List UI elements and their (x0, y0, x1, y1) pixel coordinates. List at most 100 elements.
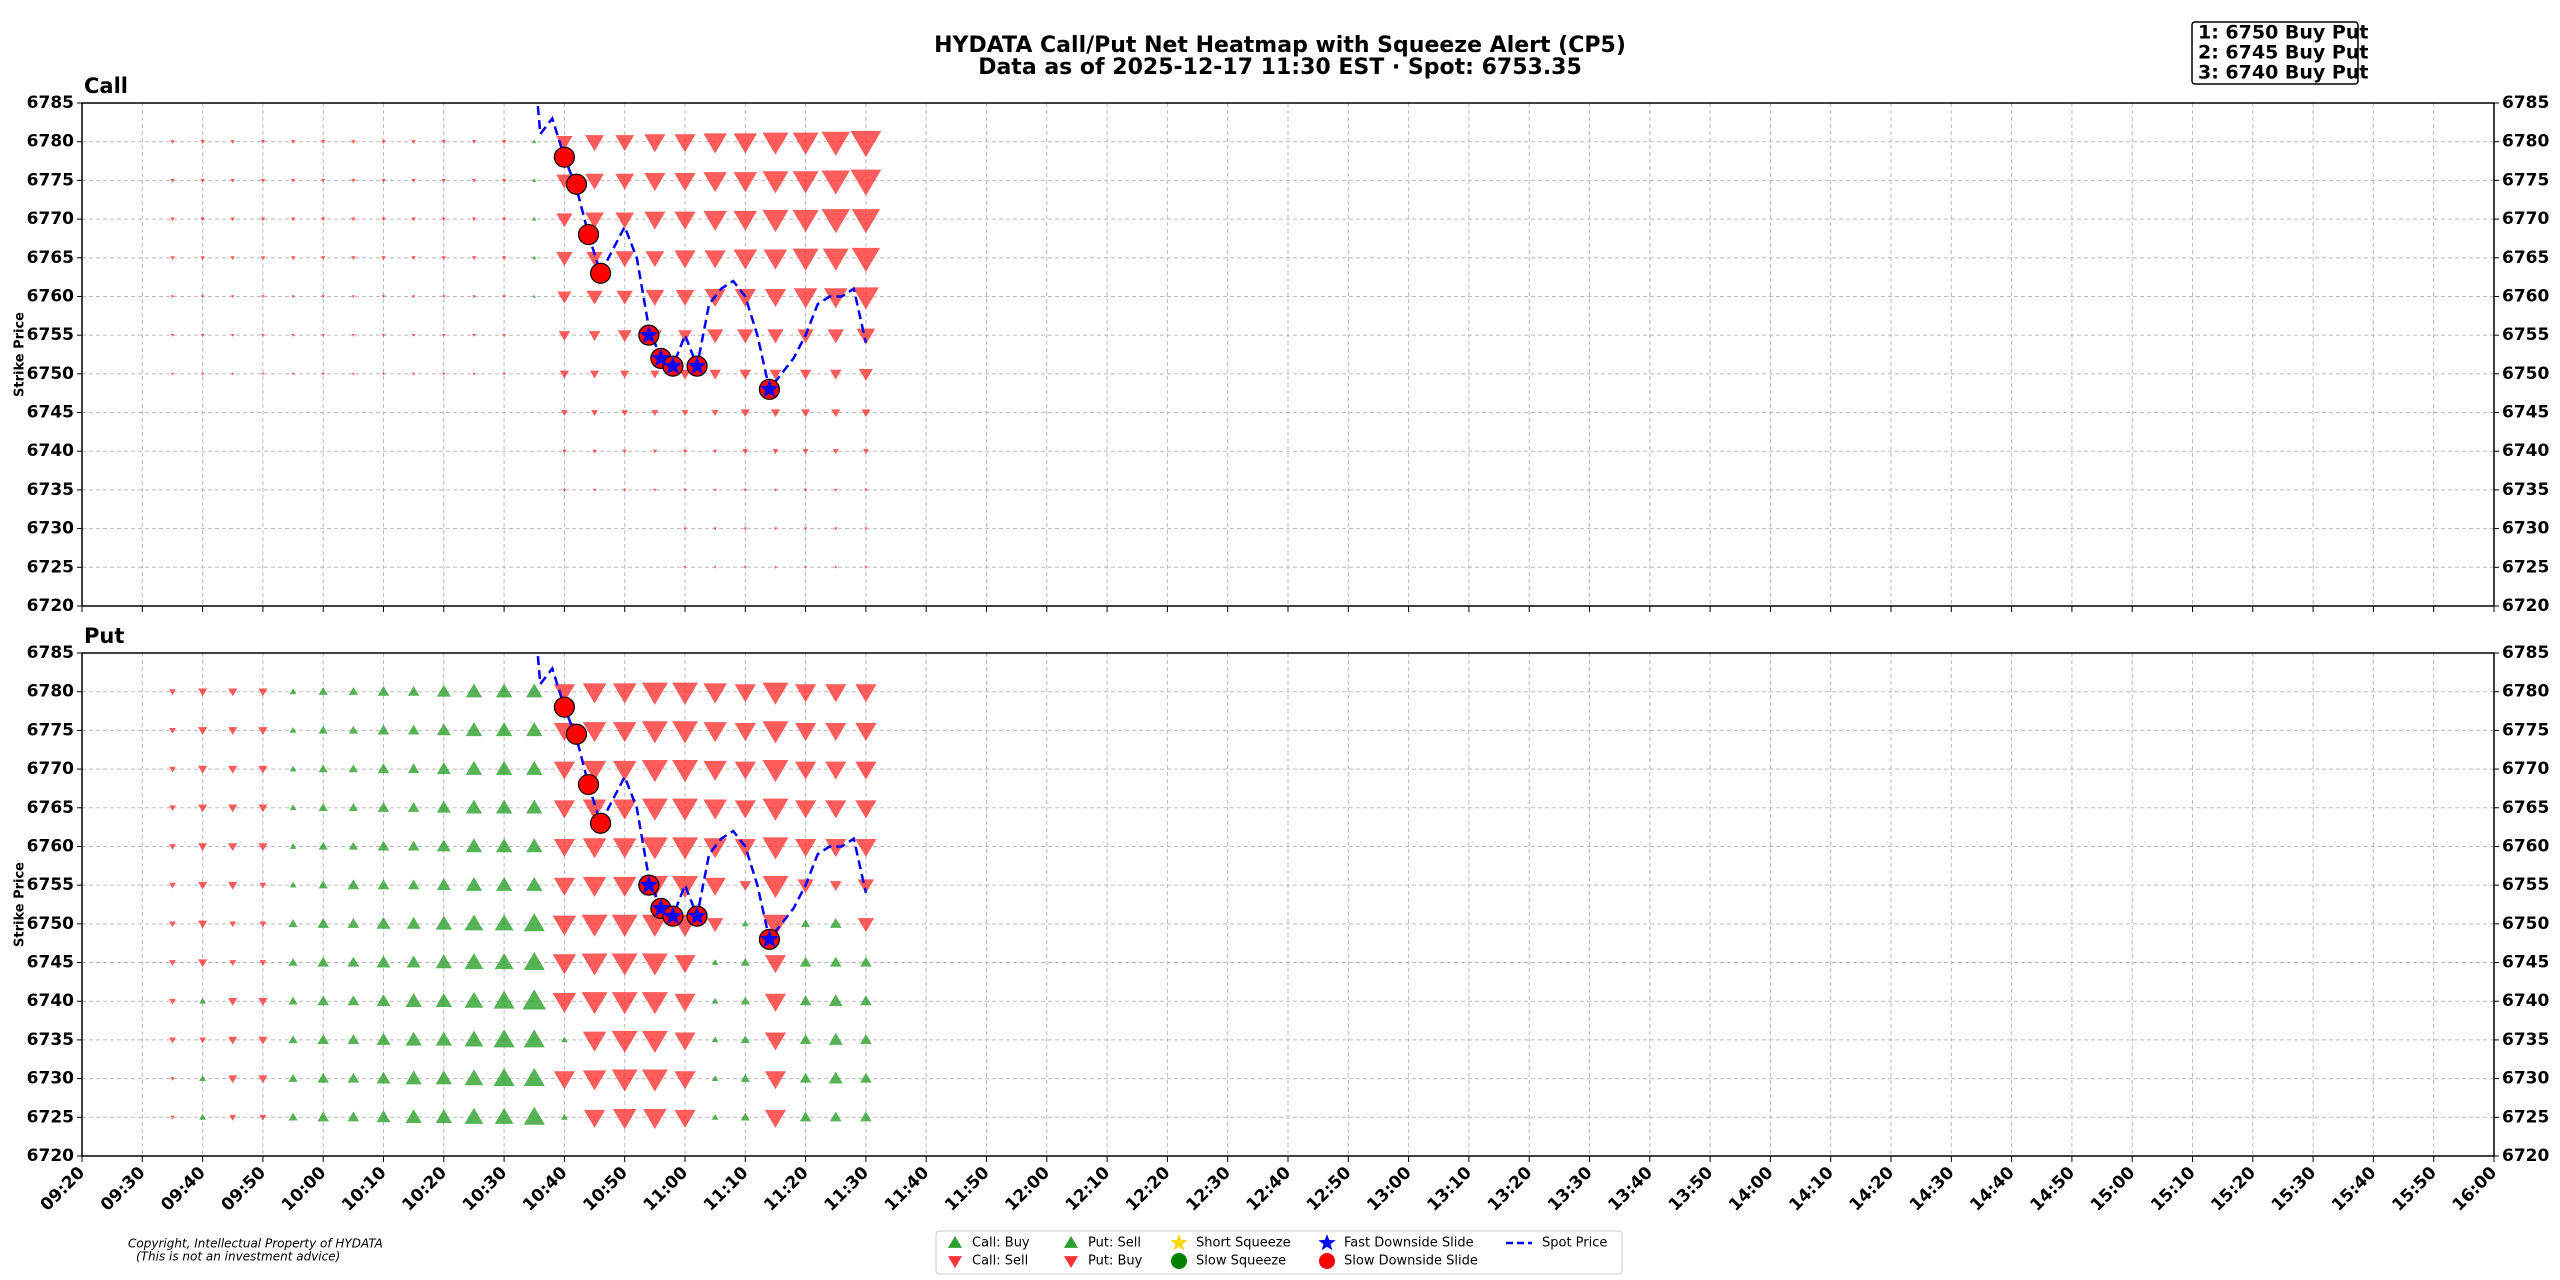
heat-marker (169, 1037, 176, 1044)
heat-marker (711, 997, 719, 1004)
heat-marker (740, 1112, 750, 1121)
heat-marker (200, 333, 205, 337)
heat-marker (290, 140, 296, 144)
heat-marker (231, 333, 235, 337)
heat-marker (553, 1071, 575, 1090)
heat-marker (703, 210, 727, 231)
heat-marker (377, 724, 390, 735)
heat-marker (764, 289, 787, 308)
heat-marker (290, 178, 296, 183)
heat-marker (828, 1032, 843, 1045)
heat-marker (411, 333, 416, 337)
heat-marker (494, 914, 514, 931)
heat-marker (317, 1034, 329, 1044)
heat-marker (532, 216, 537, 221)
y-tick-label: 6745 (27, 953, 74, 973)
heat-marker (348, 687, 358, 695)
heat-marker (742, 449, 749, 455)
heat-marker (501, 217, 507, 222)
legend-label: Call: Sell (972, 1254, 1028, 1269)
heat-marker (825, 839, 847, 858)
heat-marker (553, 684, 575, 703)
heat-marker (317, 1072, 329, 1083)
y-tick-label: 6745 (2502, 953, 2549, 973)
y-tick-label: 6765 (2502, 248, 2549, 268)
heat-marker (616, 290, 633, 305)
y-tick-label: 6730 (2502, 1069, 2549, 1089)
heat-marker (674, 134, 696, 153)
heat-marker (674, 1032, 696, 1051)
heat-marker (611, 1030, 638, 1053)
y-tick-label: 6720 (27, 596, 74, 616)
heat-marker (260, 178, 266, 183)
heat-marker (711, 1036, 719, 1043)
heat-marker (612, 838, 637, 859)
heat-marker (829, 881, 842, 891)
y-tick-label: 6725 (2502, 557, 2549, 577)
heat-marker (198, 920, 208, 929)
x-tick-label: 12:00 (1001, 1163, 1054, 1216)
heat-marker (562, 449, 567, 454)
chart-title: HYDATA Call/Put Net Heatmap with Squeeze… (934, 33, 1626, 58)
heat-marker (795, 761, 817, 780)
heat-marker (170, 1077, 175, 1081)
heat-marker (200, 140, 205, 144)
heat-marker (795, 684, 817, 703)
heat-marker (411, 140, 416, 144)
heat-marker (792, 209, 819, 233)
plot-frame (81, 652, 2495, 1157)
heat-marker (228, 804, 238, 813)
x-tick-label: 11:00 (640, 1163, 693, 1216)
heat-marker (740, 409, 750, 418)
heat-marker (321, 140, 326, 144)
fast-slide-marker (651, 898, 671, 917)
y-tick-label: 6760 (27, 286, 74, 306)
y-tick-label: 6740 (2502, 991, 2549, 1011)
y-tick-label: 6750 (2502, 364, 2549, 384)
heat-marker (405, 1070, 422, 1085)
heat-marker (347, 1072, 360, 1083)
heat-marker (406, 955, 421, 968)
x-tick-label: 10:00 (278, 1163, 331, 1216)
heat-marker (588, 331, 601, 341)
heat-marker (641, 1069, 668, 1092)
heat-marker (259, 1114, 267, 1121)
heat-marker (351, 333, 356, 337)
slow-slide-marker (565, 723, 588, 745)
heat-marker (615, 251, 635, 268)
slow-slide-marker (565, 173, 588, 195)
y-tick-label: 6760 (2502, 836, 2549, 856)
heat-marker (231, 295, 235, 299)
heat-marker (674, 211, 696, 230)
heat-marker (289, 688, 297, 695)
heat-marker (675, 289, 695, 306)
heat-marker (436, 762, 451, 774)
heat-marker (228, 998, 238, 1006)
heat-marker (825, 722, 847, 741)
heat-marker (557, 291, 572, 304)
heat-marker (733, 249, 758, 270)
legend-marker (948, 1236, 962, 1248)
slow-slide-marker (589, 262, 612, 284)
heat-marker (317, 918, 329, 928)
heat-marker (611, 1069, 638, 1092)
heat-marker (855, 684, 877, 703)
plot-area (170, 103, 882, 569)
heat-marker (532, 178, 537, 182)
heat-marker (559, 370, 569, 379)
heat-marker (435, 1031, 452, 1046)
heat-marker (347, 995, 360, 1006)
x-tick-label: 11:10 (700, 1163, 753, 1216)
heat-marker (258, 765, 268, 774)
heat-marker (862, 449, 869, 455)
heat-marker (495, 876, 513, 891)
heat-marker (169, 689, 176, 696)
heat-marker (170, 1115, 175, 1120)
heat-marker (381, 295, 386, 299)
heat-marker (407, 763, 420, 774)
heat-marker (471, 178, 477, 183)
heat-marker (348, 725, 358, 734)
heat-marker (672, 682, 698, 705)
y-tick-label: 6720 (2502, 1146, 2549, 1166)
